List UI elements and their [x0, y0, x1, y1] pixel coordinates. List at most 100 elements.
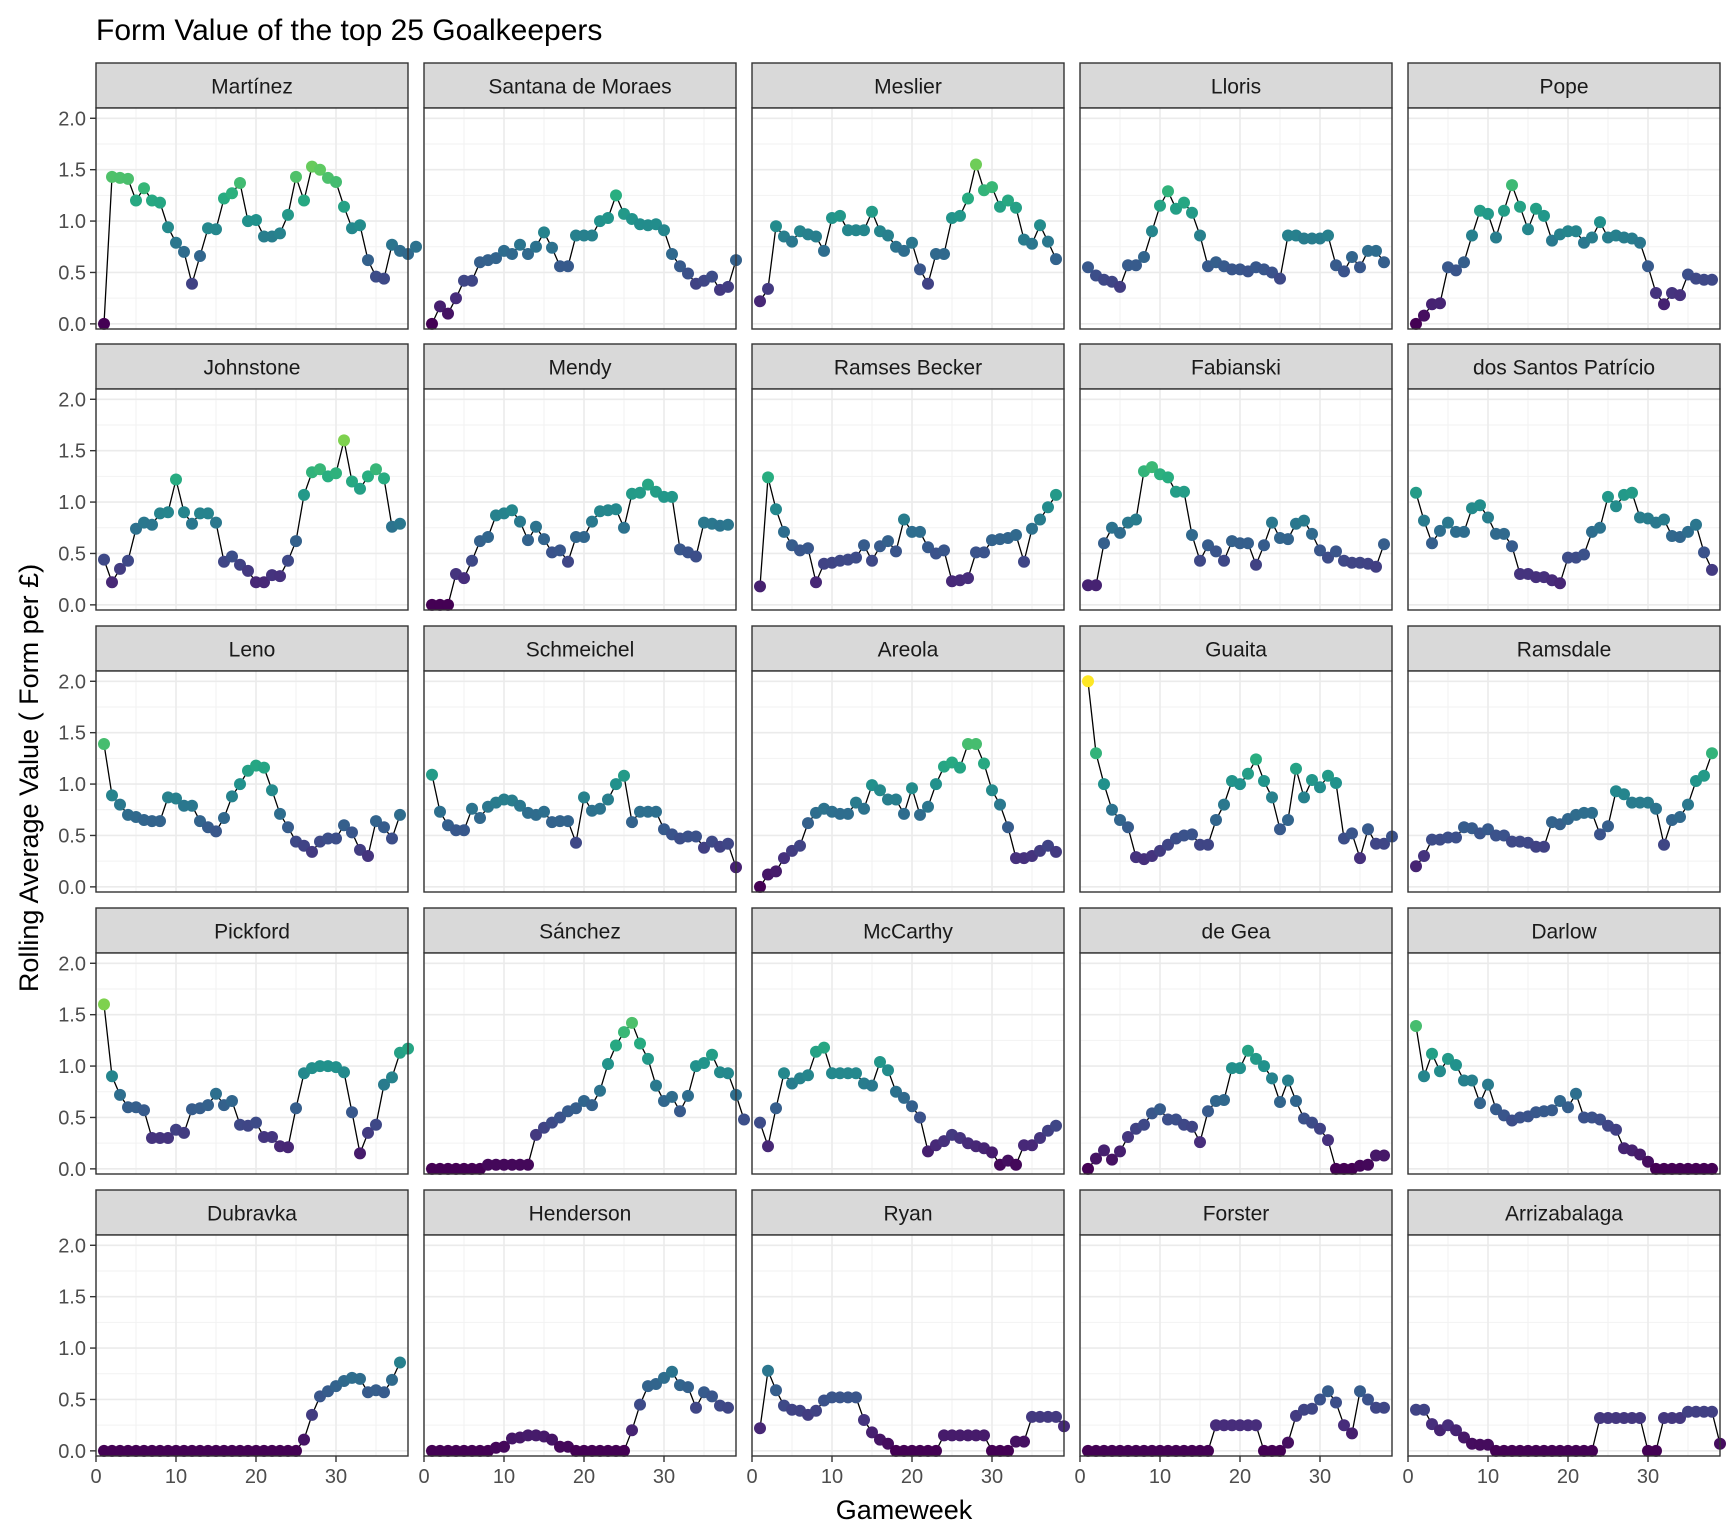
data-point — [1346, 827, 1358, 840]
data-point — [698, 1057, 710, 1069]
data-point — [1042, 235, 1054, 248]
data-point — [1578, 548, 1590, 561]
data-point — [1162, 471, 1174, 484]
data-point — [562, 815, 574, 828]
data-point — [762, 282, 774, 295]
x-tick-label: 0 — [746, 1466, 757, 1488]
panel-17: McCarthy — [751, 907, 1065, 1175]
data-point — [906, 782, 918, 795]
data-point — [1378, 256, 1390, 269]
data-point — [1330, 545, 1342, 558]
data-point — [1418, 309, 1430, 322]
data-point — [154, 815, 166, 828]
data-point — [1282, 814, 1294, 826]
data-point — [602, 1058, 614, 1070]
data-point — [202, 1099, 214, 1112]
data-point — [914, 525, 926, 538]
data-point — [866, 1426, 878, 1439]
data-point — [378, 1078, 390, 1091]
data-point — [1450, 264, 1462, 277]
panel-strip-label: Dubravka — [207, 1203, 297, 1226]
panel-background — [1408, 671, 1720, 892]
data-point — [1706, 1162, 1718, 1175]
data-point — [690, 1401, 702, 1414]
data-point — [978, 546, 990, 559]
panel-border — [1079, 107, 1393, 330]
data-point — [522, 248, 534, 260]
data-point — [1178, 485, 1190, 498]
data-point — [546, 1433, 558, 1446]
data-point — [1506, 179, 1518, 192]
data-point — [1458, 525, 1470, 538]
data-point — [1410, 1020, 1422, 1032]
data-point — [1410, 860, 1422, 873]
data-point — [1362, 1393, 1374, 1406]
data-point — [426, 768, 438, 781]
data-point — [538, 533, 550, 546]
data-point — [954, 761, 966, 774]
data-point — [1282, 1436, 1294, 1449]
panel-border — [1079, 1234, 1393, 1457]
data-point — [1034, 513, 1046, 526]
data-point — [770, 220, 782, 233]
data-point — [810, 1404, 822, 1417]
data-point — [1482, 511, 1494, 524]
data-point — [1466, 229, 1478, 242]
data-point — [978, 1429, 990, 1442]
data-point — [386, 1373, 398, 1386]
data-point — [858, 224, 870, 237]
data-point — [1010, 529, 1022, 541]
data-point — [1338, 265, 1350, 278]
data-point — [1370, 560, 1382, 573]
data-point — [1258, 1060, 1270, 1073]
data-point — [426, 317, 438, 330]
data-point — [386, 832, 398, 845]
panel-border — [1079, 388, 1393, 611]
data-point — [1434, 297, 1446, 310]
panel-strip-label: Guaita — [1205, 639, 1267, 662]
data-point — [370, 463, 382, 476]
data-point — [202, 507, 214, 520]
data-point — [1154, 199, 1166, 212]
panel-strip — [1407, 1189, 1721, 1236]
data-point — [290, 535, 302, 548]
data-point — [690, 550, 702, 563]
data-point — [754, 295, 766, 308]
data-point — [98, 553, 110, 566]
data-point — [1634, 236, 1646, 249]
data-point — [922, 800, 934, 813]
panel-strip-label: Martínez — [211, 76, 293, 99]
data-point — [1018, 1435, 1030, 1448]
data-point — [618, 769, 630, 782]
data-point — [394, 517, 406, 530]
panel-background — [1080, 389, 1392, 610]
panel-strip — [423, 625, 737, 672]
data-point — [874, 784, 886, 797]
data-point — [1026, 522, 1038, 535]
data-point — [530, 240, 542, 253]
data-point — [226, 790, 238, 803]
y-tick-label: 0.5 — [58, 1389, 86, 1411]
data-point — [1298, 791, 1310, 804]
data-point — [1434, 524, 1446, 537]
data-point — [1610, 500, 1622, 513]
data-point — [1314, 1393, 1326, 1406]
data-point — [1082, 1162, 1094, 1175]
data-point — [706, 270, 718, 283]
data-point — [514, 515, 526, 528]
data-point — [1266, 1072, 1278, 1085]
data-point — [1026, 1139, 1038, 1152]
data-point — [1130, 259, 1142, 272]
panel-strip-label: Schmeichel — [526, 639, 635, 662]
data-point — [1362, 823, 1374, 836]
data-point — [1642, 260, 1654, 273]
panel-20: Dubravka 0.0 0.5 1.0 1.5 2.0 0 10 20 30 — [58, 1189, 409, 1488]
data-point — [810, 576, 822, 589]
panel-border — [1079, 670, 1393, 893]
y-tick-label: 0.5 — [58, 262, 86, 284]
data-point — [378, 272, 390, 285]
data-point — [858, 802, 870, 815]
data-point — [890, 793, 902, 806]
data-point — [1594, 521, 1606, 534]
data-point — [1410, 486, 1422, 499]
